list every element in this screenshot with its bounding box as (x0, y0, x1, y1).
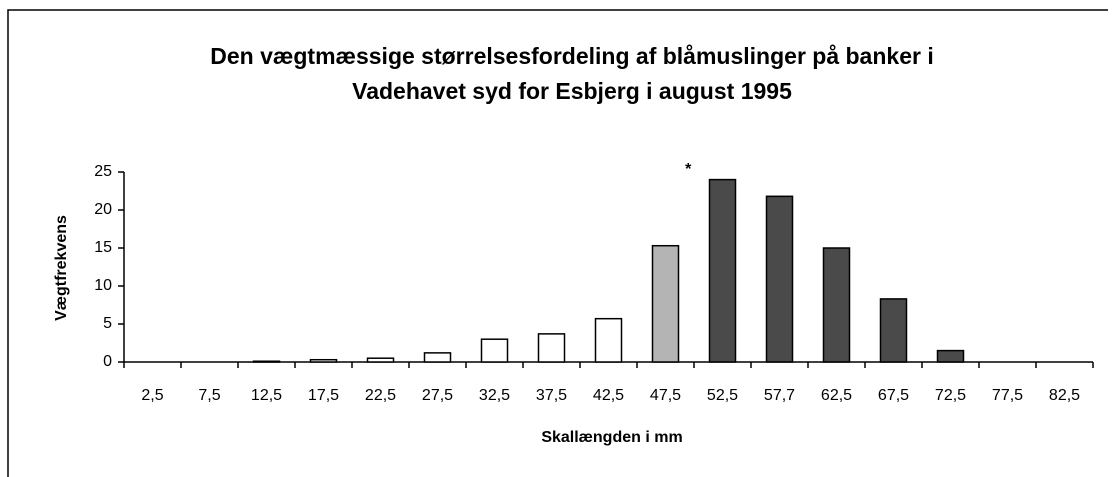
bar (537, 333, 566, 363)
bar (594, 317, 623, 363)
annotation: * (685, 161, 692, 178)
bar (765, 195, 794, 363)
x-tick-label: 27,5 (422, 387, 453, 404)
y-tick-label: 15 (94, 239, 112, 256)
chart-title: Vadehavet syd for Esbjerg i august 1995 (352, 78, 792, 104)
x-tick-label: 57,7 (764, 387, 795, 404)
x-tick-label: 47,5 (650, 387, 681, 404)
x-tick-label: 77,5 (992, 387, 1023, 404)
bar (822, 247, 851, 363)
bar (252, 360, 281, 363)
chart-title: Den vægtmæssige størrelsesfordeling af b… (210, 43, 933, 69)
x-tick-label: 22,5 (365, 387, 396, 404)
y-tick-label: 0 (103, 353, 112, 370)
bar (879, 298, 908, 363)
x-tick-label: 7,5 (198, 387, 220, 404)
x-tick-label: 52,5 (707, 387, 738, 404)
x-tick-label: 12,5 (251, 387, 282, 404)
x-tick-label: 17,5 (308, 387, 339, 404)
x-tick-label: 32,5 (479, 387, 510, 404)
frame (7, 9, 1108, 477)
x-tick-label: 72,5 (935, 387, 966, 404)
y-tick-label: 5 (103, 315, 112, 332)
bar (480, 338, 509, 363)
bar (651, 244, 680, 363)
bar (936, 349, 965, 363)
x-tick-label: 37,5 (536, 387, 567, 404)
x-tick-label: 42,5 (593, 387, 624, 404)
bar (309, 358, 338, 363)
y-tick-label: 10 (94, 277, 112, 294)
y-tick-label: 20 (94, 201, 112, 218)
x-tick-label: 82,5 (1049, 387, 1080, 404)
y-axis-title: Vægtfrekvens (53, 215, 70, 321)
y-tick-label: 25 (94, 163, 112, 180)
x-tick-label: 67,5 (878, 387, 909, 404)
x-tick-label: 62,5 (821, 387, 852, 404)
bar (366, 357, 395, 363)
x-axis-title: Skallængden i mm (541, 429, 682, 446)
bar (708, 178, 737, 363)
x-tick-label: 2,5 (141, 387, 163, 404)
bar (423, 352, 452, 363)
